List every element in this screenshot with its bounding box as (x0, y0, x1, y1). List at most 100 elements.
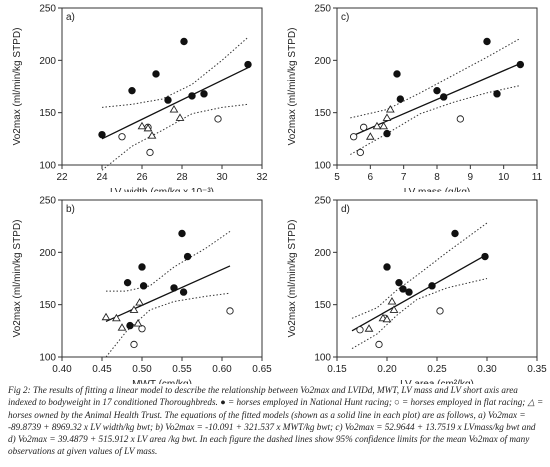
open-triangle-point (379, 121, 389, 130)
figure-caption: Fig 2: The results of fitting a linear m… (8, 384, 544, 458)
x-tick-label: 0.40 (52, 364, 72, 375)
panel-label: a) (66, 12, 75, 23)
ci-upper-line (101, 36, 249, 108)
x-tick-label: 0.15 (327, 364, 347, 375)
x-tick-label: 0.45 (92, 364, 112, 375)
y-tick-label: 250 (39, 4, 56, 15)
y-tick-label: 250 (314, 4, 331, 15)
chart-svg: 0.400.450.500.550.600.65100150200250b)MW… (12, 196, 272, 391)
open-triangle-point (175, 113, 185, 121)
open-circle-point (214, 115, 222, 123)
open-triangle-point (372, 121, 382, 130)
y-tick-label: 150 (314, 300, 331, 311)
x-tick-label: 0.60 (212, 364, 232, 375)
open-circle-point (456, 115, 464, 123)
plot-frame (336, 7, 538, 166)
filled-circle-point (405, 288, 413, 296)
plot-frame (61, 199, 263, 358)
filled-circle-point (152, 70, 160, 78)
filled-circle-point (433, 86, 441, 95)
ci-lower-line (101, 103, 249, 171)
open-circle-point (356, 148, 364, 157)
y-tick-label: 250 (39, 196, 56, 207)
open-circle-point (356, 326, 364, 334)
open-circle-point (436, 307, 444, 315)
filled-circle-point (395, 278, 403, 287)
y-axis-label: Vo2max (ml/min/kg STPD) (12, 28, 23, 146)
x-tick-label: 0.35 (527, 364, 547, 375)
filled-circle-point (98, 130, 106, 139)
filled-circle-point (383, 263, 391, 271)
x-tick-label: 22 (56, 172, 68, 183)
filled-circle-point (170, 284, 178, 292)
fit-line (351, 253, 488, 332)
open-circle-point (146, 148, 154, 157)
y-tick-label: 100 (314, 161, 331, 172)
x-tick-label: 0.65 (252, 364, 272, 375)
filled-circle-point (481, 252, 489, 261)
x-tick-label: 6 (368, 172, 374, 183)
open-circle-point (375, 340, 383, 349)
x-tick-label: 26 (136, 172, 148, 183)
filled-circle-point (483, 37, 491, 46)
y-tick-label: 150 (39, 108, 56, 119)
ci-upper-line (106, 230, 231, 292)
filled-circle-point (428, 282, 436, 290)
caption-text: Fig 2: The results of fitting a linear m… (8, 385, 544, 457)
open-triangle-point (382, 314, 392, 323)
filled-circle-point (393, 70, 401, 78)
open-circle-point (130, 340, 138, 349)
plot-frame (336, 199, 538, 358)
x-tick-label: 28 (176, 172, 188, 183)
y-tick-label: 200 (39, 248, 56, 259)
filled-circle-point (396, 95, 405, 103)
x-tick-label: 0.25 (427, 364, 447, 375)
y-tick-label: 150 (314, 108, 331, 119)
fit-line (101, 67, 249, 140)
open-circle-point (350, 133, 358, 141)
filled-circle-point (493, 90, 501, 98)
y-tick-label: 200 (314, 248, 331, 259)
filled-circle-point (451, 229, 459, 238)
x-tick-label: 9 (468, 172, 474, 183)
y-axis-label: Vo2max (ml/min/kg STPD) (287, 220, 298, 338)
x-tick-label: 0.50 (132, 364, 152, 375)
open-triangle-point (137, 121, 147, 130)
ci-upper-line (351, 222, 488, 319)
y-tick-label: 100 (39, 161, 56, 172)
filled-circle-point (178, 229, 186, 238)
y-axis-label: Vo2max (ml/min/kg STPD) (12, 220, 23, 338)
ci-lower-line (350, 85, 521, 155)
open-triangle-point (135, 298, 144, 306)
open-triangle-point (385, 105, 395, 113)
filled-circle-point (399, 285, 407, 293)
x-tick-label: 30 (216, 172, 228, 183)
x-tick-label: 32 (256, 172, 268, 183)
fit-line (105, 265, 231, 323)
x-tick-label: 10 (498, 172, 510, 183)
y-tick-label: 100 (314, 353, 331, 364)
y-tick-label: 100 (39, 353, 56, 364)
filled-circle-point (383, 129, 391, 138)
filled-circle-point (138, 263, 146, 271)
x-tick-label: 8 (434, 172, 440, 183)
filled-circle-point (183, 252, 192, 261)
panel-label: d) (341, 204, 350, 215)
open-circle-point (138, 325, 146, 333)
open-triangle-point (117, 323, 127, 331)
open-triangle-point (147, 131, 157, 139)
plot-frame (61, 7, 263, 166)
open-triangle-point (387, 297, 397, 305)
y-axis-label: Vo2max (ml/min/kg STPD) (287, 28, 298, 146)
fit-line (350, 62, 521, 138)
filled-circle-point (179, 288, 188, 296)
open-triangle-point (101, 312, 111, 321)
open-triangle-point (364, 324, 374, 332)
open-triangle-point (389, 305, 399, 313)
panel-label: b) (66, 204, 75, 215)
x-tick-label: 7 (401, 172, 407, 183)
